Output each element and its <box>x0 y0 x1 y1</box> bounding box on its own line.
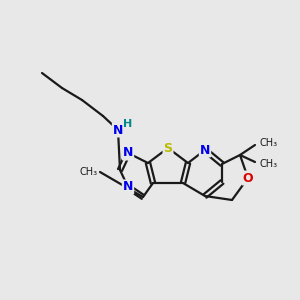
Text: H: H <box>123 119 133 129</box>
Text: N: N <box>113 124 123 136</box>
Text: N: N <box>200 143 210 157</box>
Text: O: O <box>243 172 253 184</box>
Text: CH₃: CH₃ <box>80 167 98 177</box>
Text: N: N <box>123 181 133 194</box>
Text: CH₃: CH₃ <box>259 138 277 148</box>
Text: N: N <box>123 146 133 160</box>
Text: S: S <box>164 142 172 154</box>
Text: CH₃: CH₃ <box>259 159 277 169</box>
